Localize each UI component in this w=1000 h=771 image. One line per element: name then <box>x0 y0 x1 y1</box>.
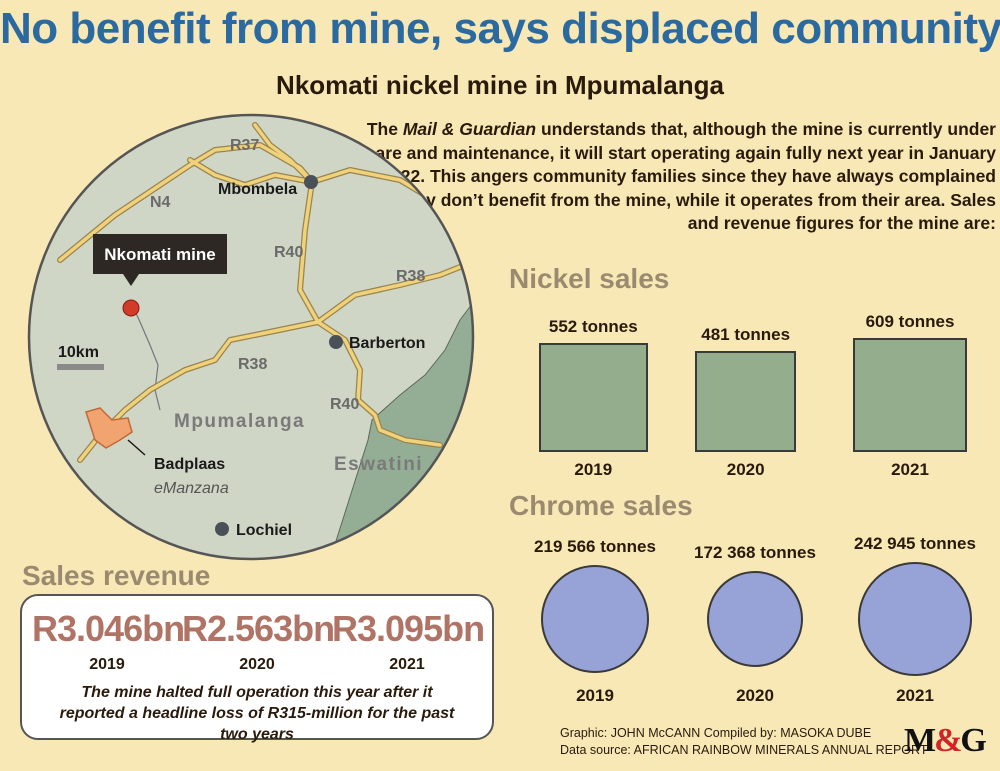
chrome-value-label-2021: 242 945 tonnes <box>854 534 976 553</box>
logo-g: G <box>960 722 986 759</box>
scale-label: 10km <box>58 344 99 361</box>
town-label-badplaas: Badplaas <box>154 456 225 473</box>
nickel-square-2019 <box>539 343 648 452</box>
revenue-heading: Sales revenue <box>22 560 211 591</box>
nickel-value-label-2019: 552 tonnes <box>548 317 638 337</box>
town-marker-barberton <box>329 335 343 349</box>
publication-name: Mail & Guardian <box>402 119 537 139</box>
region-label-mpumalanga: Mpumalanga <box>174 411 305 432</box>
roads <box>58 123 467 462</box>
intro-text: understands that, although the mine is c… <box>362 119 996 233</box>
nickel-heading: Nickel sales <box>509 263 670 294</box>
town-label-mbombela: Mbombela <box>218 181 297 198</box>
chrome-value-label-2020: 172 368 tonnes <box>694 542 816 562</box>
revenue-year-2021: 2021 <box>389 656 425 673</box>
logo-m: M <box>904 722 936 759</box>
badplaas-pointer <box>127 439 146 456</box>
revenue-value-2020: R2.563bn <box>182 608 335 649</box>
town-marker-lochiel <box>215 522 229 536</box>
chrome-heading: Chrome sales <box>509 490 693 521</box>
badplaas-area <box>85 407 133 449</box>
chrome-circle-2020 <box>706 570 803 667</box>
town-marker-mbombela <box>304 175 318 189</box>
scale-bar <box>57 364 104 370</box>
credits-line-1: Graphic: JOHN McCANN Compiled by: MASOKA… <box>560 726 872 740</box>
chrome-year-2020: 2020 <box>736 686 774 705</box>
chrome-circle-2019 <box>540 564 650 674</box>
revenue-box: R3.046bn R2.563bn R3.095bn 2019 2020 202… <box>20 594 494 743</box>
revenue-value-2021: R3.095bn <box>332 608 485 649</box>
page-title: No benefit from mine, says displaced com… <box>0 4 1000 53</box>
town-label-emanzana: eManzana <box>154 480 229 497</box>
nickel-chart: 552 tonnes 481 tonnes 609 tonnes 2019 20… <box>505 300 985 490</box>
nickel-value-label-2020: 481 tonnes <box>701 324 791 344</box>
road-label-r37: R37 <box>230 137 259 154</box>
nickel-value-label-2021: 609 tonnes <box>865 312 955 331</box>
nickel-square-2020 <box>695 350 797 452</box>
chrome-year-2021: 2021 <box>896 686 934 705</box>
road-label-r40-north: R40 <box>274 244 303 261</box>
chrome-value-label-2019: 219 566 tonnes <box>534 536 656 556</box>
nickel-square-2021 <box>853 338 967 452</box>
nickel-year-2021: 2021 <box>891 460 929 479</box>
town-label-lochiel: Lochiel <box>236 522 292 539</box>
mine-marker <box>122 299 140 317</box>
page-subtitle: Nkomati nickel mine in Mpumalanga <box>276 70 724 100</box>
intro-paragraph: The Mail & Guardian understands that, al… <box>362 119 996 233</box>
mg-logo: M&G <box>904 722 987 760</box>
logo-amp: & <box>934 722 962 759</box>
nickel-year-2019: 2019 <box>574 460 613 479</box>
nickel-year-2020: 2020 <box>726 460 765 479</box>
revenue-value-2019: R3.046bn <box>32 608 185 649</box>
revenue-note: The mine halted full operation this year… <box>59 684 455 743</box>
town-label-barberton: Barberton <box>349 335 425 352</box>
road-label-r38-west: R38 <box>238 356 267 373</box>
credits-line-2: Data source: AFRICAN RAINBOW MINERALS AN… <box>560 743 928 757</box>
map-border <box>27 113 475 561</box>
mine-callout-label: Nkomati mine <box>104 245 215 264</box>
road-label-n4: N4 <box>150 194 171 211</box>
road-label-r38-east: R38 <box>396 268 425 285</box>
chrome-chart: 219 566 tonnes 172 368 tonnes 242 945 to… <box>505 534 985 712</box>
mine-callout-box <box>93 234 227 286</box>
river <box>129 299 161 411</box>
revenue-year-2019: 2019 <box>89 656 125 673</box>
region-label-eswatini: Eswatini <box>334 454 423 475</box>
road-label-r40-south: R40 <box>330 396 359 413</box>
chrome-year-2019: 2019 <box>576 686 614 705</box>
chrome-circle-2021 <box>858 562 972 676</box>
revenue-year-2020: 2020 <box>239 656 275 673</box>
